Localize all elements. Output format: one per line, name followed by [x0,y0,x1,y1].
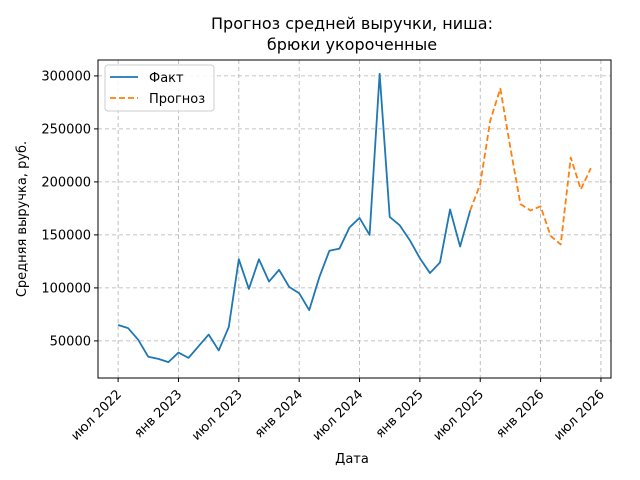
legend: Факт Прогноз [104,64,215,112]
legend-forecast-label: Прогноз [149,92,205,107]
y-tick-label: 100000 [41,281,91,296]
y-tick-label: 200000 [41,175,91,190]
x-tick-label: июл 2022 [68,387,125,444]
y-tick-label: 250000 [41,122,91,137]
x-tick-label: янв 2024 [252,387,306,441]
y-axis: 50000 100000 150000 200000 250000 300000 [41,69,98,349]
x-axis-label: Дата [335,452,369,467]
x-tick-label: янв 2025 [373,387,427,441]
x-axis: июл 2022 янв 2023 июл 2023 янв 2024 июл 2024… [68,378,608,444]
chart-title-line-2: брюки укороченные [267,35,437,54]
legend-fact-label: Факт [149,71,184,86]
y-tick-label: 50000 [50,334,91,349]
x-tick-label: июл 2024 [310,387,367,444]
fact-series-line [117,72,472,364]
x-tick-label: янв 2026 [494,387,548,441]
series-lines [117,72,592,364]
y-tick-label: 300000 [41,69,91,84]
x-tick-label: янв 2023 [131,387,185,441]
x-tick-label: июл 2025 [431,387,488,444]
y-tick-label: 150000 [41,228,91,243]
plot-frame [97,59,612,379]
x-tick-label: июл 2023 [189,387,246,444]
chart-title-line-1: Прогноз средней выручки, ниша: [211,14,493,33]
grid-lines [98,60,611,378]
forecast-series-line [469,87,592,246]
x-tick-label: июл 2026 [551,387,608,444]
y-axis-label: Средняя выручка, руб. [15,141,30,297]
